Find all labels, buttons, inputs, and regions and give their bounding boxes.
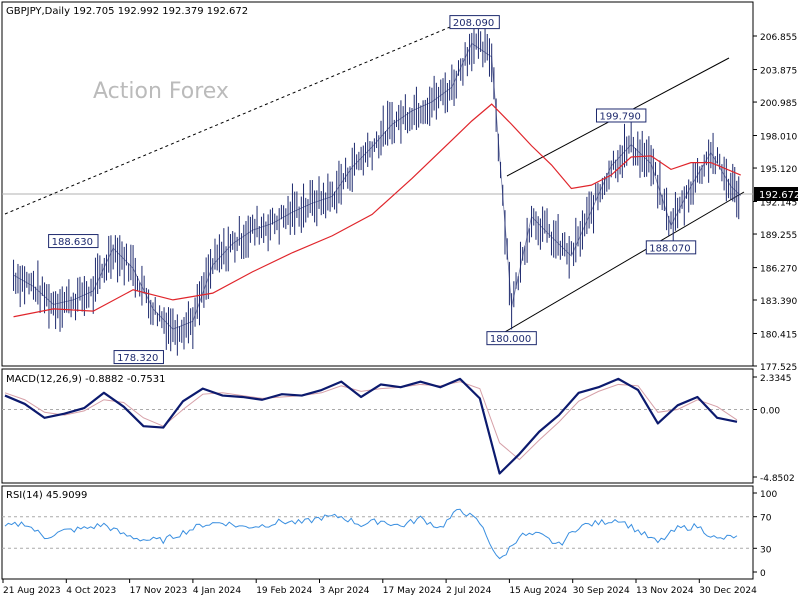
price-annotation-label: 188.070 <box>649 243 690 254</box>
time-tick-label: 30 Sep 2024 <box>573 586 630 596</box>
moving-average-line <box>13 103 741 318</box>
price-annotations: 208.090 188.630 178.320 199.790 188.070 180.0… <box>48 15 697 365</box>
price-annotation-label: 208.090 <box>453 18 494 29</box>
price-tick-label: 195.120 <box>760 165 797 175</box>
watermark-text: Action Forex <box>93 79 229 104</box>
price-annotation-box <box>486 331 537 346</box>
time-axis: 21 Aug 2023 4 Oct 2023 17 Nov 2023 4 Jan 20… <box>2 579 757 596</box>
price-annotation-box <box>595 108 647 123</box>
price-tick-label: 186.270 <box>760 265 797 275</box>
macd-tick-label: -4.8502 <box>760 474 795 484</box>
price-tick-label: 183.390 <box>760 297 797 307</box>
time-tick-label: 15 Aug 2024 <box>509 586 567 596</box>
rsi-series <box>4 508 738 560</box>
time-tick-label: 4 Jan 2024 <box>193 586 241 596</box>
rsi-tick-label: 30 <box>760 545 772 555</box>
price-annotation: 178.320 <box>113 350 164 365</box>
price-annotation: 199.790 <box>595 108 647 123</box>
price-annotation-box <box>449 15 500 30</box>
price-annotation: 180.000 <box>486 331 537 346</box>
macd-tick-label: 2.3345 <box>760 374 792 384</box>
macd-series <box>4 377 738 475</box>
current-price-label: 192.672 <box>759 190 800 201</box>
rsi-axis: 100 70 30 0 <box>2 490 777 579</box>
price-annotation-box <box>48 234 99 249</box>
rsi-tick-label: 100 <box>760 490 777 500</box>
time-tick-label: 17 Nov 2023 <box>130 586 188 596</box>
price-annotation-label: 188.630 <box>52 237 93 248</box>
dotted-trendline <box>4 21 463 215</box>
price-tick-label: 203.875 <box>760 67 797 77</box>
price-tick-label: 180.415 <box>760 330 797 340</box>
price-series <box>13 42 742 330</box>
price-close-line <box>13 42 742 330</box>
price-tick-label: 192.145 <box>760 199 797 209</box>
price-annotation-label: 178.320 <box>117 353 158 364</box>
price-annotation-box <box>645 240 697 255</box>
time-tick-label: 19 Feb 2024 <box>256 586 312 596</box>
price-annotation-box <box>113 350 164 365</box>
time-tick-label: 4 Oct 2023 <box>66 586 116 596</box>
price-tick-label: 200.985 <box>760 99 797 109</box>
rsi-title: RSI(14) 45.9099 <box>6 490 87 501</box>
price-annotation-label: 180.000 <box>490 334 531 345</box>
rsi-tick-label: 70 <box>760 514 772 524</box>
chart-title: GBPJPY,Daily 192.705 192.992 192.379 192… <box>6 6 248 17</box>
price-tick-label: 189.255 <box>760 231 797 241</box>
macd-tick-label: 0.00 <box>760 406 780 416</box>
macd-title: MACD(12,26,9) -0.8882 -0.7531 <box>6 374 166 385</box>
price-tick-label: 198.010 <box>760 133 797 143</box>
rsi-panel-frame <box>1 485 754 580</box>
rsi-line <box>4 508 738 560</box>
current-price-box <box>754 187 798 201</box>
price-annotation-label: 199.790 <box>599 111 640 122</box>
macd-panel-frame <box>1 368 754 484</box>
price-axis: 206.855 203.875 200.985 198.010 195.120 192.1… <box>753 33 797 373</box>
time-tick-label: 17 May 2024 <box>383 586 442 596</box>
time-tick-label: 30 Dec 2024 <box>699 586 757 596</box>
time-tick-label: 2 Jul 2024 <box>446 586 491 596</box>
price-annotation: 188.630 <box>48 234 99 249</box>
rsi-tick-label: 0 <box>760 569 766 579</box>
channel-lower-line <box>497 191 745 337</box>
macd-line <box>4 377 738 475</box>
price-annotation: 208.090 <box>449 15 500 30</box>
price-tick-label: 177.525 <box>760 363 797 373</box>
price-panel-frame <box>1 1 754 367</box>
time-tick-label: 13 Nov 2024 <box>636 586 694 596</box>
price-tick-label: 206.855 <box>760 33 797 43</box>
price-bars <box>13 20 740 356</box>
time-tick-label: 3 Apr 2024 <box>320 586 370 596</box>
time-tick-label: 21 Aug 2023 <box>3 586 61 596</box>
macd-axis: 2.3345 0.00 -4.8502 <box>2 374 795 484</box>
price-annotation: 188.070 <box>645 240 697 255</box>
